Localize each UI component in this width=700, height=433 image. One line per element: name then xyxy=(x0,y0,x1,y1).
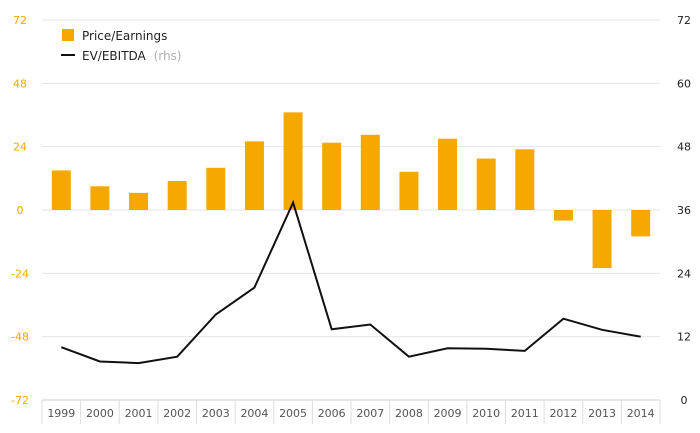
bar-2001 xyxy=(129,192,149,210)
bar-2000 xyxy=(90,186,110,210)
x-tick-label: 2002 xyxy=(163,407,191,420)
legend-swatch-price-earnings xyxy=(62,29,74,41)
left-tick-label: -48 xyxy=(11,331,29,344)
bar-2003 xyxy=(206,167,226,210)
bar-2004 xyxy=(244,141,264,210)
legend-label-rhs-note: (rhs) xyxy=(154,49,182,63)
bar-2013 xyxy=(592,210,612,269)
ev-ebitda-line xyxy=(60,199,641,365)
left-tick-label: -72 xyxy=(11,394,29,407)
x-tick-label: 2005 xyxy=(279,407,307,420)
bar-2010 xyxy=(476,158,496,210)
x-tick-label: 2014 xyxy=(627,407,655,420)
right-tick-label: 36 xyxy=(677,204,691,217)
x-axis: 1999 2000 2001 2002 2003 2004 2005 2006 2007 2008… xyxy=(41,399,661,424)
x-tick-label: 2007 xyxy=(356,407,384,420)
bar-2012 xyxy=(553,210,573,221)
bar-2006 xyxy=(322,142,342,210)
bar-2005 xyxy=(283,112,303,210)
legend-label-ev-ebitda: EV/EBITDA (rhs) xyxy=(82,49,182,63)
right-tick-label: 60 xyxy=(677,77,691,90)
bar-2002 xyxy=(167,180,187,210)
x-tick-label: 2003 xyxy=(202,407,230,420)
right-tick-label: 72 xyxy=(677,14,691,27)
right-tick-label: 24 xyxy=(677,267,691,280)
right-tick-label: 12 xyxy=(677,331,691,344)
legend-label-ev-ebitda-name: EV/EBITDA xyxy=(82,49,147,63)
left-tick-label: 72 xyxy=(13,14,27,27)
left-axis-ticks: 72 48 24 0 -24 -48 -72 xyxy=(11,14,29,407)
left-tick-label: 24 xyxy=(13,141,27,154)
right-tick-label: 0 xyxy=(681,394,688,407)
bar-2009 xyxy=(438,138,458,210)
x-tick-label: 1999 xyxy=(47,407,75,420)
left-tick-label: -24 xyxy=(11,267,29,280)
x-tick-label: 2012 xyxy=(549,407,577,420)
x-tick-label: 2000 xyxy=(86,407,114,420)
x-tick-label: 2013 xyxy=(588,407,616,420)
right-axis-ticks: 72 60 48 36 24 12 0 xyxy=(677,14,691,407)
bar-2007 xyxy=(360,134,380,210)
x-tick-label: 2011 xyxy=(511,407,539,420)
x-tick-label: 2006 xyxy=(318,407,346,420)
bar-2011 xyxy=(515,149,535,210)
x-tick-label: 2009 xyxy=(434,407,462,420)
bar-1999 xyxy=(51,170,71,210)
bar-2014 xyxy=(631,210,651,237)
bar-2008 xyxy=(399,171,419,210)
right-tick-label: 48 xyxy=(677,141,691,154)
left-tick-label: 48 xyxy=(13,77,27,90)
x-tick-label: 2004 xyxy=(240,407,268,420)
line-series-ev-ebitda xyxy=(60,199,641,365)
x-tick-label: 2010 xyxy=(472,407,500,420)
legend-label-price-earnings: Price/Earnings xyxy=(82,29,167,43)
x-tick-label: 2001 xyxy=(125,407,153,420)
legend: Price/Earnings EV/EBITDA (rhs) xyxy=(61,29,182,63)
bar-series-price-earnings xyxy=(51,112,651,269)
x-tick-label: 2008 xyxy=(395,407,423,420)
left-tick-label: 0 xyxy=(17,204,24,217)
